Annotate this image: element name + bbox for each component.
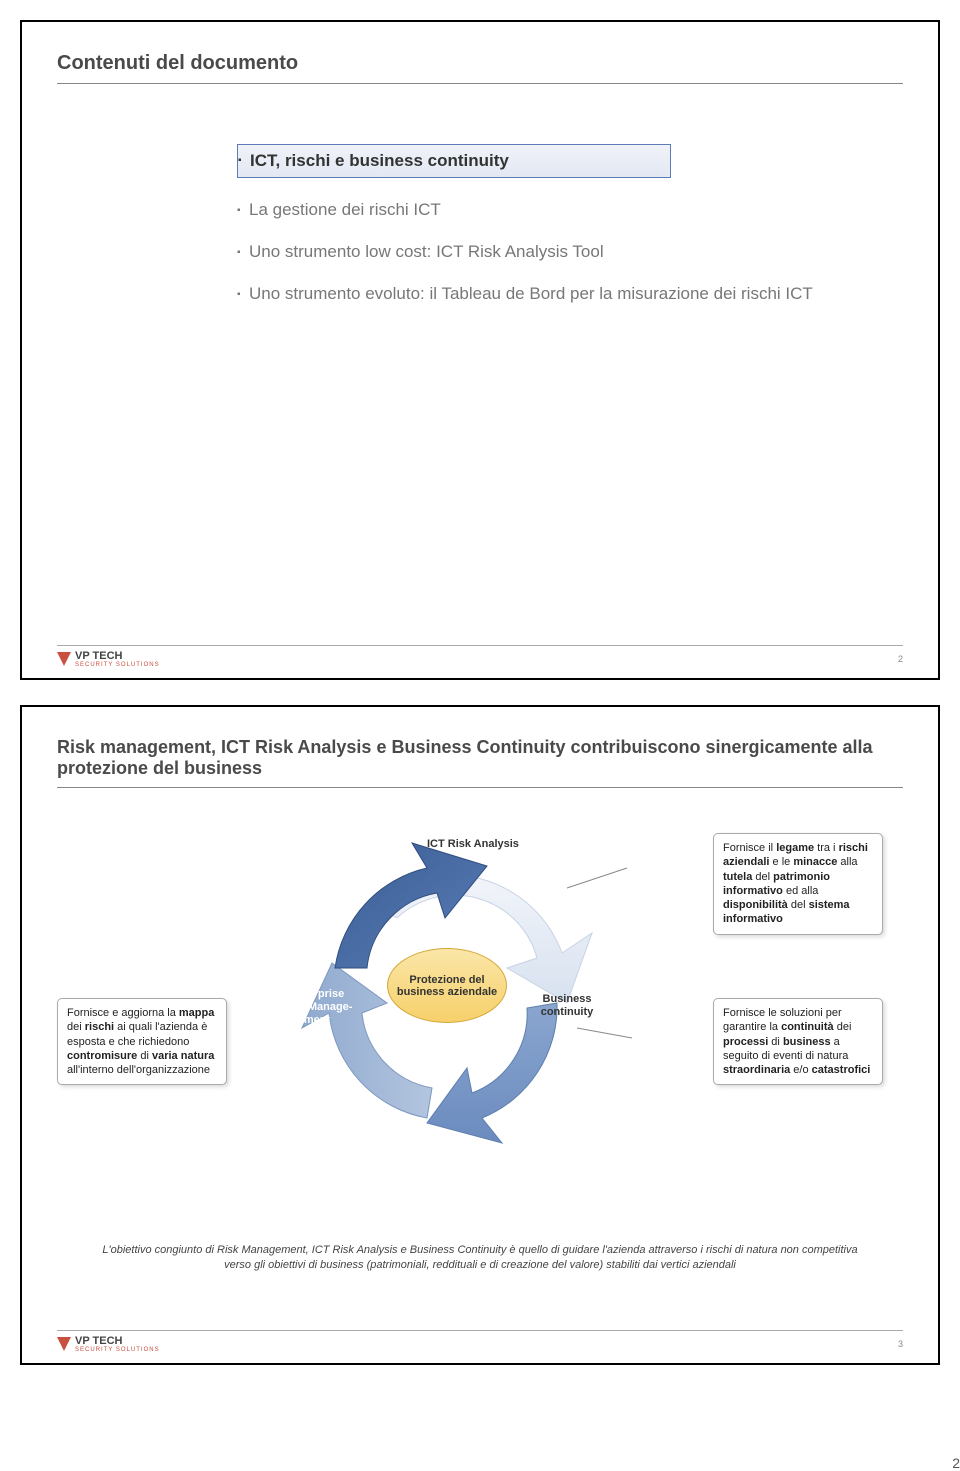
logo-text-wrap: VP TECH SECURITY SOLUTIONS [75,650,160,668]
toc-item-2: Uno strumento low cost: ICT Risk Analysi… [237,242,903,262]
footer-logo: VP TECH SECURITY SOLUTIONS [57,650,160,668]
footer-logo-2: VP TECH SECURITY SOLUTIONS [57,1335,160,1353]
info-box-top-right: Fornisce il legame tra i rischi aziendal… [713,833,883,935]
document-page-number: 2 [952,1455,960,1471]
logo-mark-icon [57,652,71,666]
connector-tr [567,868,627,888]
slide2-title: Risk management, ICT Risk Analysis e Bus… [57,737,903,779]
cycle-arrows: ICT Risk Analysis Enterprise Risk Manage… [257,818,637,1148]
info-box-bottom-right: Fornisce le soluzioni per garantire la c… [713,998,883,1085]
toc-item-3: Uno strumento evoluto: il Tableau de Bor… [237,284,903,304]
slide-2: Risk management, ICT Risk Analysis e Bus… [20,705,940,1365]
slide-1: Contenuti del documento ICT, rischi e bu… [20,20,940,680]
logo-text-2: VP TECH [75,1335,160,1347]
logo-text: VP TECH [75,650,160,662]
arrow-right [427,1003,557,1143]
title-underline [57,83,903,84]
logo-mark-icon-2 [57,1337,71,1351]
toc-item-1: La gestione dei rischi ICT [237,200,903,220]
slide1-title: Contenuti del documento [57,52,903,75]
title-underline-2 [57,787,903,788]
label-ict-risk: ICT Risk Analysis [427,838,519,851]
logo-subtitle-2: SECURITY SOLUTIONS [75,1347,160,1353]
label-erm: Enterprise Risk Manage-ment [277,988,357,1028]
slide1-page-num: 2 [898,654,903,664]
logo-subtitle: SECURITY SOLUTIONS [75,662,160,668]
slide2-page-num: 3 [898,1339,903,1349]
logo-text-wrap-2: VP TECH SECURITY SOLUTIONS [75,1335,160,1353]
center-oval: Protezione del business aziendale [387,948,507,1023]
summary-text: L'obiettivo congiunto di Risk Management… [97,1243,863,1273]
info-box-left: Fornisce e aggiorna la mappa dei rischi … [57,998,227,1085]
cycle-diagram: Fornisce e aggiorna la mappa dei rischi … [57,818,903,1238]
slide2-footer: VP TECH SECURITY SOLUTIONS 3 [57,1330,903,1353]
label-bc: Business continuity [532,993,602,1019]
connector-br [577,1028,632,1038]
slide1-footer: VP TECH SECURITY SOLUTIONS 2 [57,645,903,668]
toc-item-0: ICT, rischi e business continuity [237,144,671,178]
toc-list: ICT, rischi e business continuity La ges… [237,144,903,304]
